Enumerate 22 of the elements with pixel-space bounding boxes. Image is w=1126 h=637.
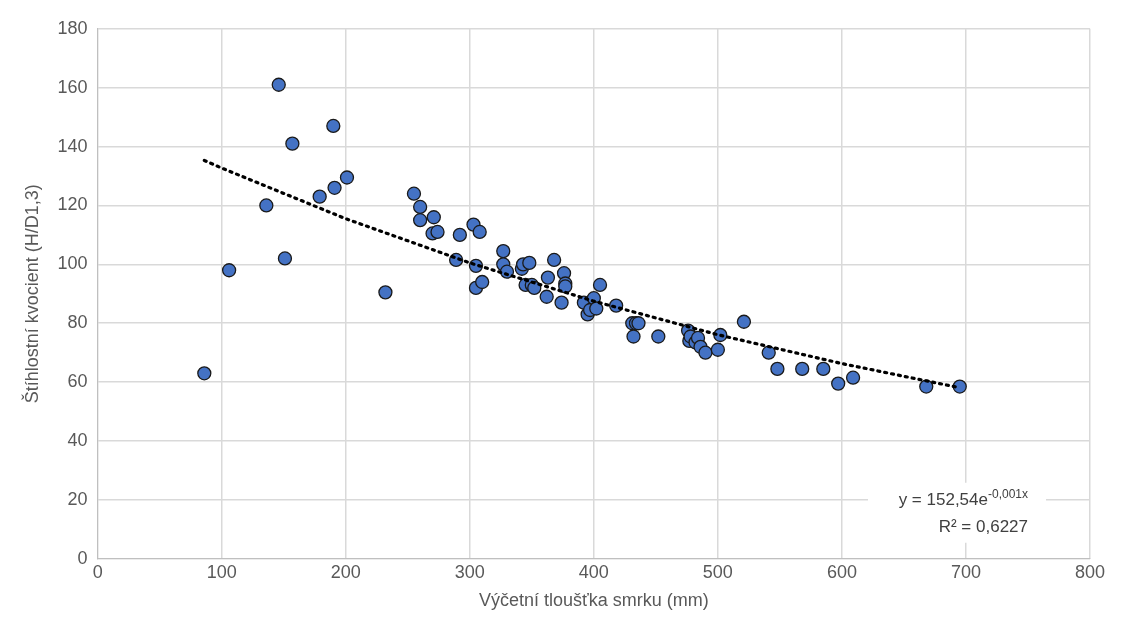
- y-tick-label: 0: [77, 547, 88, 568]
- x-tick-label: 400: [578, 561, 609, 582]
- annotation: R² = 0,6227: [938, 516, 1028, 536]
- x-tick-label: 700: [950, 561, 981, 582]
- x-tick-label: 0: [92, 561, 103, 582]
- y-tick-label: 40: [67, 429, 88, 450]
- y-tick-label: 120: [57, 194, 88, 215]
- y-tick-label: 140: [57, 135, 88, 156]
- x-axis-title: Výčetní tloušťka smrku (mm): [478, 590, 709, 611]
- y-axis-title: Štíhlostní kvocient (H/D1,3): [20, 184, 42, 404]
- y-tick-label: 160: [57, 76, 88, 97]
- x-tick-label: 100: [206, 561, 237, 582]
- y-tick-label: 180: [57, 17, 88, 38]
- y-tick-label: 20: [67, 488, 88, 509]
- x-tick-label: 800: [1074, 561, 1106, 582]
- x-tick-label: 200: [330, 561, 361, 582]
- y-tick-label: 100: [57, 253, 88, 274]
- y-tick-label: 60: [67, 371, 88, 392]
- x-tick-label: 600: [826, 561, 857, 582]
- x-tick-label: 500: [702, 561, 733, 582]
- y-tick-label: 80: [67, 312, 88, 333]
- x-tick-label: 300: [454, 561, 485, 582]
